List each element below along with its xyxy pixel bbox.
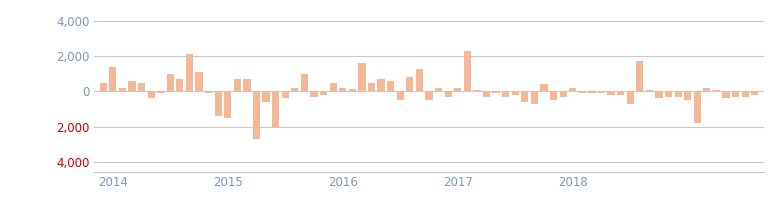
Bar [186,54,193,91]
Bar [435,88,442,91]
Bar [492,91,500,93]
Bar [358,63,366,91]
Bar [406,77,413,91]
Bar [397,91,404,100]
Bar [675,91,682,97]
Bar [349,89,356,91]
Bar [559,91,567,97]
Bar [224,91,232,118]
Bar [378,79,385,91]
Bar [167,74,174,91]
Bar [330,83,337,91]
Bar [579,91,586,93]
Bar [704,88,711,91]
Bar [416,68,423,91]
Bar [234,79,241,91]
Bar [196,72,203,91]
Bar [109,67,116,91]
Bar [483,91,490,97]
Bar [521,91,528,102]
Bar [665,91,672,97]
Bar [636,62,643,91]
Bar [454,88,461,91]
Bar [243,79,250,91]
Bar [646,90,653,91]
Bar [387,81,394,91]
Bar [215,91,222,116]
Bar [588,91,595,93]
Bar [502,91,509,97]
Bar [732,91,739,97]
Bar [751,91,758,95]
Bar [541,84,548,91]
Bar [129,81,136,91]
Bar [310,91,317,97]
Bar [263,91,270,102]
Bar [626,91,634,104]
Bar [722,91,729,98]
Bar [138,83,145,91]
Bar [464,51,471,91]
Bar [655,91,662,98]
Bar [473,90,480,91]
Bar [550,91,557,100]
Bar [693,91,701,123]
Bar [282,91,289,98]
Bar [445,91,452,97]
Bar [608,91,615,95]
Bar [176,79,183,91]
Bar [684,91,691,100]
Bar [742,91,749,97]
Bar [291,88,299,91]
Bar [320,91,327,95]
Bar [617,91,624,95]
Bar [569,88,576,91]
Bar [339,88,346,91]
Bar [205,91,212,93]
Bar [119,88,126,91]
Bar [368,83,375,91]
Bar [100,83,107,91]
Bar [147,91,154,98]
Bar [713,90,720,91]
Bar [301,74,308,91]
Bar [531,91,538,104]
Bar [425,91,433,100]
Bar [512,91,519,95]
Bar [253,91,260,139]
Bar [157,91,165,93]
Bar [272,91,279,126]
Bar [598,91,605,93]
